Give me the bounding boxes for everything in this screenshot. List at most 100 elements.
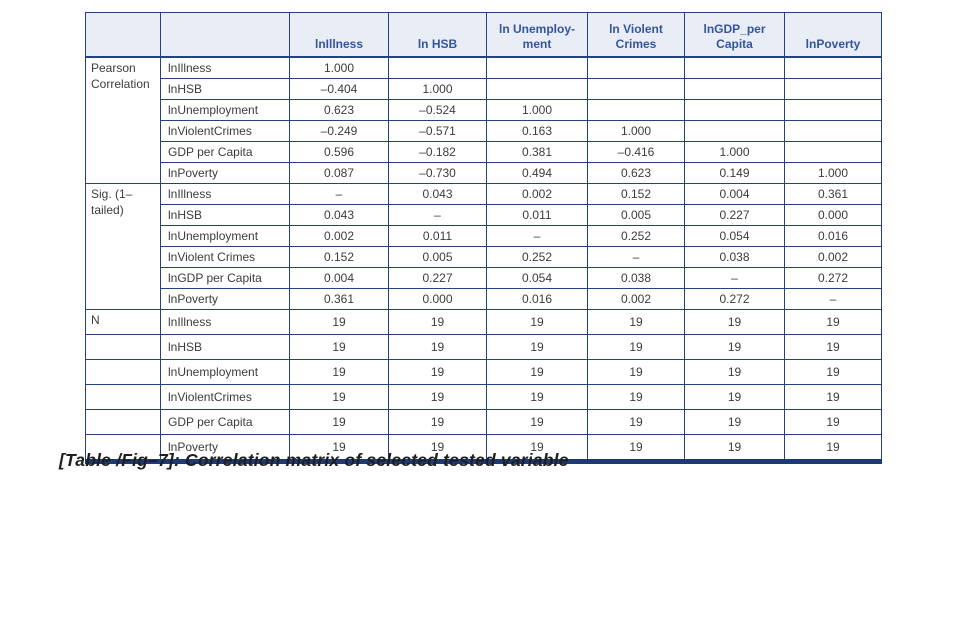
- value-cell: 1.000: [684, 141, 785, 163]
- value-cell: 19: [587, 409, 685, 435]
- group-label-cell: [85, 384, 161, 410]
- value-cell: –: [289, 183, 389, 205]
- column-header-lngdppercapita: lnGDP_per Capita: [684, 12, 785, 58]
- value-cell: 19: [289, 334, 389, 360]
- value-cell: [587, 78, 685, 100]
- row-label-cell: lnHSB: [160, 334, 290, 360]
- value-cell: 0.005: [388, 246, 487, 268]
- row-label-cell: lnGDP per Capita: [160, 267, 290, 289]
- value-cell: –0.404: [289, 78, 389, 100]
- column-header-lnillness: lnIllness: [289, 12, 389, 58]
- table-row: lnHSB 0.043–0.011 0.005 0.227 0.000: [86, 204, 882, 226]
- value-cell: 19: [684, 434, 785, 462]
- value-cell: 0.000: [388, 288, 487, 310]
- value-cell: 19: [486, 334, 588, 360]
- value-cell: –: [784, 288, 882, 310]
- table-row: lnUnemployment 19 19 19 19 19 19: [85, 359, 882, 385]
- value-cell: 19: [587, 359, 685, 385]
- value-cell: 19: [289, 409, 389, 435]
- row-label-cell: lnViolentCrimes: [160, 120, 290, 142]
- row-label-cell: lnHSB: [160, 78, 290, 100]
- value-cell: 0.272: [784, 267, 882, 289]
- value-cell: 19: [289, 384, 389, 410]
- value-cell: 0.043: [289, 204, 389, 226]
- value-cell: 0.252: [587, 225, 685, 247]
- column-header-empty-1: [85, 12, 161, 58]
- value-cell: 0.038: [684, 246, 785, 268]
- value-cell: 0.494: [486, 162, 588, 184]
- value-cell: 0.016: [486, 288, 588, 310]
- value-cell: 1.000: [388, 78, 487, 100]
- value-cell: 0.043: [388, 183, 487, 205]
- value-cell: 0.002: [587, 288, 685, 310]
- value-cell: –0.524: [388, 99, 487, 121]
- value-cell: 0.623: [289, 99, 389, 121]
- value-cell: –: [684, 267, 785, 289]
- value-cell: 0.004: [289, 267, 389, 289]
- value-cell: 19: [784, 334, 882, 360]
- value-cell: 19: [784, 384, 882, 410]
- value-cell: [684, 78, 785, 100]
- value-cell: 0.002: [289, 225, 389, 247]
- row-label-cell: lnUnemployment: [160, 359, 290, 385]
- group-label-cell: Pearson Correlation: [85, 56, 161, 184]
- table-row: lnPoverty 19 19 19 19 19 19: [85, 434, 882, 462]
- value-cell: –0.730: [388, 162, 487, 184]
- value-cell: [486, 56, 588, 79]
- value-cell: –0.571: [388, 120, 487, 142]
- value-cell: 19: [388, 359, 487, 385]
- value-cell: –: [587, 246, 685, 268]
- value-cell: 1.000: [587, 120, 685, 142]
- row-label-cell: lnPoverty: [160, 162, 290, 184]
- value-cell: 0.227: [388, 267, 487, 289]
- table-row: lnUnemployment 0.002 0.011–0.252 0.054 0.016: [86, 225, 882, 247]
- correlation-table-body: Pearson Correlation lnIllness 1.000 lnHSB –0…: [85, 56, 882, 462]
- value-cell: [684, 120, 785, 142]
- value-cell: 19: [289, 359, 389, 385]
- row-label-cell: lnViolentCrimes: [160, 384, 290, 410]
- value-cell: –: [388, 204, 487, 226]
- value-cell: 19: [388, 434, 487, 462]
- header-row: lnIllness ln HSB ln Unemploy-ment ln Vio…: [85, 12, 882, 58]
- value-cell: 19: [486, 409, 588, 435]
- value-cell: 19: [388, 309, 487, 335]
- value-cell: –0.182: [388, 141, 487, 163]
- value-cell: 1.000: [289, 56, 389, 79]
- group-label-cell: N: [85, 309, 161, 335]
- value-cell: 19: [486, 309, 588, 335]
- value-cell: 0.227: [684, 204, 785, 226]
- row-label-cell: lnUnemployment: [160, 99, 290, 121]
- value-cell: 0.002: [486, 183, 588, 205]
- value-cell: 1.000: [784, 162, 882, 184]
- table-row: Pearson Correlation lnIllness 1.000: [85, 56, 882, 184]
- row-label-cell: lnPoverty: [160, 434, 290, 462]
- column-header-empty-2: [160, 12, 290, 58]
- value-cell: 0.054: [486, 267, 588, 289]
- value-cell: 19: [388, 384, 487, 410]
- value-cell: 0.149: [684, 162, 785, 184]
- value-cell: 0.381: [486, 141, 588, 163]
- table-row: lnPoverty 0.361 0.000 0.016 0.002 0.272–: [86, 288, 882, 310]
- table-row: lnPoverty 0.087 –0.730 0.494 0.623 0.149 1.000: [86, 162, 882, 184]
- row-label-cell: lnPoverty: [160, 288, 290, 310]
- value-cell: –0.249: [289, 120, 389, 142]
- row-label-cell: lnViolent Crimes: [160, 246, 290, 268]
- table-row: lnViolent Crimes 0.152 0.005 0.252–0.038 0.0…: [86, 246, 882, 268]
- value-cell: 19: [684, 309, 785, 335]
- column-header-lnhsb: ln HSB: [388, 12, 487, 58]
- value-cell: 0.152: [289, 246, 389, 268]
- group-label-cell: [85, 359, 161, 385]
- value-cell: 0.011: [388, 225, 487, 247]
- value-cell: 0.038: [587, 267, 685, 289]
- row-label-cell: GDP per Capita: [160, 141, 290, 163]
- value-cell: [784, 56, 882, 79]
- value-cell: [587, 56, 685, 79]
- column-header-lnunemployment: ln Unemploy-ment: [486, 12, 588, 58]
- value-cell: 0.163: [486, 120, 588, 142]
- row-label-cell: lnHSB: [160, 204, 290, 226]
- value-cell: 19: [784, 434, 882, 462]
- column-header-lnviolentcrimes: ln Violent Crimes: [587, 12, 685, 58]
- value-cell: [784, 99, 882, 121]
- value-cell: 0.000: [784, 204, 882, 226]
